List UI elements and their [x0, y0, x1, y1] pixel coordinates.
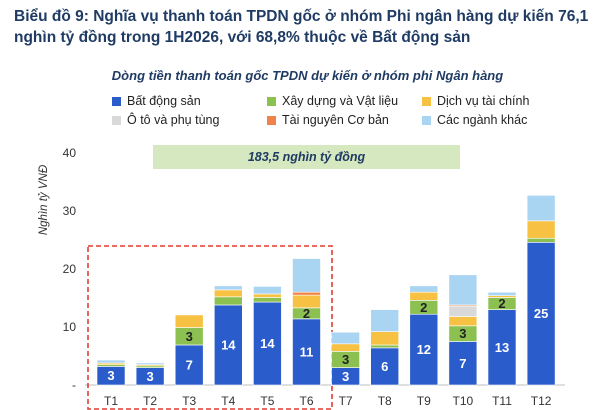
legend-item-xay-dung: Xây dựng và Vật liệu — [267, 94, 398, 108]
legend-swatch — [422, 96, 431, 106]
bar-value-label: 3 — [342, 369, 349, 384]
bar-segment — [331, 331, 360, 345]
x-tick-label: T12 — [531, 394, 552, 408]
bar-segment — [253, 286, 282, 295]
bar-segment — [253, 293, 282, 298]
x-tick-label: T4 — [221, 394, 235, 408]
legend-swatch — [422, 115, 431, 125]
bar-segment — [214, 289, 243, 298]
y-tick-label: 40 — [63, 146, 77, 160]
x-tick-label: T5 — [260, 394, 274, 408]
chart-title: Dòng tiền thanh toán gốc TPDN dự kiến ở … — [111, 68, 504, 83]
bar-value-label: 3 — [107, 368, 114, 383]
legend-swatch — [112, 96, 121, 106]
bar-segment — [526, 195, 556, 222]
bar-segment — [526, 237, 556, 243]
bar-value-label: 2 — [498, 296, 505, 311]
bar-value-label: 3 — [459, 326, 466, 341]
x-tick-label: T1 — [104, 394, 118, 408]
bar-segment — [448, 341, 478, 386]
bar-value-label: 12 — [417, 342, 431, 357]
bar-segment — [174, 344, 204, 386]
x-tick-label: T11 — [492, 394, 512, 408]
bar-value-label: 3 — [342, 352, 349, 367]
bar-segment — [331, 343, 360, 352]
bar-segment — [487, 291, 517, 296]
y-tick-label: 20 — [63, 262, 77, 276]
bar-segment — [292, 258, 321, 293]
legend-item-cac-nganh-khac: Các ngành khác — [422, 113, 527, 127]
bar-segment — [292, 291, 321, 296]
highlight-box — [87, 245, 333, 410]
bar-value-label: 6 — [381, 359, 388, 374]
legend-swatch — [267, 96, 276, 106]
bar-value-label: 14 — [260, 336, 275, 351]
bar-segment — [409, 313, 439, 386]
bar-segment — [96, 359, 126, 364]
bar-segment — [292, 318, 321, 386]
bar-value-label: 11 — [300, 344, 314, 359]
bar-segment — [174, 314, 204, 328]
bar-value-label: 2 — [420, 300, 427, 315]
y-tick-label: 30 — [63, 204, 77, 218]
banner-bar — [153, 145, 460, 169]
legend-item-o-to: Ô tô và phụ tùng — [112, 113, 219, 127]
legend-item-bat-dong-san: Bất động sản — [112, 94, 201, 108]
legend-label: Các ngành khác — [437, 113, 528, 127]
bar-value-label: 13 — [495, 340, 509, 355]
legend-swatch — [112, 115, 121, 125]
legend-label: Xây dựng và Vật liệu — [282, 94, 399, 108]
bar-segment — [409, 285, 439, 293]
bar-value-label: 3 — [186, 329, 193, 344]
figure-title: Biểu đồ 9: Nghĩa vụ thanh toán TPDN gốc … — [14, 8, 589, 46]
bar-segment — [214, 296, 243, 306]
bar-segment — [370, 347, 400, 386]
bar-segment — [214, 285, 243, 291]
bar-value-label: 2 — [303, 306, 310, 321]
x-tick-label: T8 — [378, 394, 392, 408]
bar-segment — [174, 313, 204, 316]
bar-segment — [370, 331, 400, 346]
bar-segment — [253, 301, 282, 386]
bar-value-label: 7 — [459, 356, 466, 371]
y-tick-label: 10 — [63, 320, 77, 334]
bar-value-label: 25 — [534, 306, 548, 321]
legend-item-tai-nguyen: Tài nguyên Cơ bản — [267, 113, 389, 127]
bar-value-label: 14 — [221, 337, 236, 352]
x-tick-label: T7 — [339, 394, 353, 408]
x-tick-label: T2 — [143, 394, 157, 408]
bar-segment — [526, 242, 556, 386]
legend-label: Ô tô và phụ tùng — [127, 113, 220, 127]
bar-value-label: 3 — [146, 369, 153, 384]
legend-label: Bất động sản — [127, 94, 201, 108]
legend-label: Dịch vụ tài chính — [437, 94, 530, 108]
banner-text: 183,5 nghìn tỷ đồng — [247, 150, 366, 164]
x-tick-label: T9 — [417, 394, 431, 408]
bar-segment — [370, 344, 400, 349]
legend-item-dich-vu-tai-chinh: Dịch vụ tài chính — [422, 94, 529, 108]
x-tick-label: T3 — [182, 394, 196, 408]
bar-value-label: 7 — [186, 357, 193, 372]
y-tick-label: - — [72, 378, 76, 392]
bar-segment — [526, 220, 556, 239]
x-tick-label: T6 — [299, 394, 313, 408]
x-tick-label: T10 — [453, 394, 474, 408]
bar-segment — [253, 297, 282, 303]
bar-segment — [370, 309, 400, 332]
y-axis-label: Nghìn tỷ VNĐ — [38, 164, 50, 236]
bar-segment — [448, 305, 478, 317]
legend-label: Tài nguyên Cơ bản — [282, 113, 389, 127]
bar-segment — [448, 274, 478, 306]
bar-segment — [135, 362, 165, 365]
legend-swatch — [267, 115, 276, 125]
bar-segment — [448, 316, 478, 327]
